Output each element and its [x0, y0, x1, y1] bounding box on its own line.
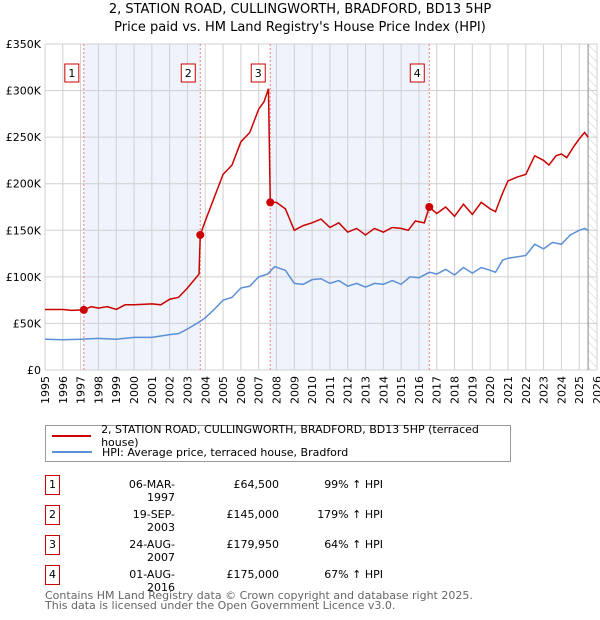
- x-tick-label: 2025: [573, 376, 586, 404]
- shaded-period: [83, 44, 201, 370]
- sale-label: 2: [185, 67, 192, 80]
- x-tick-label: 2002: [164, 376, 177, 404]
- forecast-hatch: [588, 44, 597, 370]
- x-tick-label: 2010: [306, 376, 319, 404]
- x-tick-label: 2016: [413, 376, 426, 404]
- x-tick-label: 2013: [360, 376, 373, 404]
- sale-point: [425, 203, 434, 211]
- x-tick-label: 2000: [128, 376, 141, 404]
- x-tick-label: 2024: [555, 376, 568, 404]
- legend-swatch-blue: [52, 451, 92, 453]
- sale-date: 19-SEP-2003: [132, 508, 175, 534]
- sale-marker: 1: [45, 475, 60, 495]
- y-tick-label: £50K: [13, 317, 42, 330]
- x-tick-label: 2008: [270, 376, 283, 404]
- x-tick-label: 2003: [181, 376, 194, 404]
- y-tick-label: £200K: [6, 178, 42, 191]
- sale-price: £175,000: [226, 568, 280, 581]
- sale-label-box: [250, 63, 266, 83]
- sale-label: 3: [255, 67, 262, 80]
- x-tick-label: 2004: [199, 376, 212, 404]
- sale-hpi: 99% ↑ HPI: [324, 478, 383, 491]
- sale-price: £64,500: [233, 478, 280, 491]
- sale-price: £179,950: [226, 538, 280, 551]
- chart-title: 2, STATION ROAD, CULLINGWORTH, BRADFORD,…: [108, 2, 492, 17]
- sale-point: [196, 230, 205, 239]
- legend-label-property: 2, STATION ROAD, CULLINGWORTH, BRADFORD,…: [101, 423, 479, 449]
- x-tick-label: 2026: [591, 376, 600, 404]
- sale-point: [266, 198, 275, 207]
- y-tick-label: £250K: [6, 131, 42, 144]
- x-tick-label: 2019: [466, 376, 479, 404]
- sale-label-box: [409, 63, 425, 83]
- legend-swatch-red: [52, 435, 92, 437]
- x-tick-label: 1997: [75, 376, 88, 404]
- x-tick-label: 2014: [377, 376, 390, 404]
- y-tick-label: £0: [27, 364, 41, 377]
- x-tick-label: 1999: [110, 376, 123, 404]
- footer-licence: This data is licensed under the Open Gov…: [45, 599, 396, 612]
- x-tick-label: 2007: [253, 376, 266, 404]
- legend-item-property: 2, STATION ROAD, CULLINGWORTH, BRADFORD,…: [52, 423, 510, 449]
- x-tick-label: 2001: [146, 376, 159, 404]
- x-tick-label: 2015: [395, 376, 408, 404]
- shaded-period: [270, 44, 430, 370]
- sale-marker: 3: [45, 535, 60, 555]
- x-tick-label: 2012: [342, 376, 355, 404]
- sale-label: 4: [414, 67, 421, 80]
- x-tick-label: 2005: [217, 376, 230, 404]
- property-price-line: [45, 88, 589, 312]
- line-chart: 1995 1996 1997 1998 1999 2000 2001 2002 2003 2004…: [6, 38, 600, 404]
- y-tick-label: £300K: [6, 85, 42, 98]
- y-tick-label: £100K: [6, 271, 42, 284]
- x-tick-label: 2017: [431, 376, 444, 404]
- sale-hpi: 67% ↑ HPI: [324, 568, 383, 581]
- sale-label-box: [180, 63, 196, 83]
- x-tick-label: 2018: [449, 376, 462, 404]
- sale-hpi: 64% ↑ HPI: [324, 538, 383, 551]
- legend-item-hpi: HPI: Average price, terraced house, Brad…: [52, 444, 348, 460]
- legend: 2, STATION ROAD, CULLINGWORTH, BRADFORD,…: [45, 423, 511, 462]
- y-tick-label: £150K: [6, 224, 42, 237]
- sale-date: 01-AUG-2016: [129, 568, 175, 594]
- footer-copyright: Contains HM Land Registry data © Crown c…: [45, 589, 473, 602]
- x-tick-label: 1995: [39, 376, 52, 404]
- x-tick-label: 2006: [235, 376, 248, 404]
- sale-label-box: [64, 63, 80, 83]
- legend-label-hpi: HPI: Average price, terraced house, Brad…: [102, 445, 349, 459]
- sale-marker: 4: [45, 565, 60, 585]
- sale-point: [79, 305, 88, 314]
- sale-marker: 2: [45, 505, 60, 525]
- x-tick-label: 1996: [57, 376, 70, 404]
- x-tick-label: 2022: [520, 376, 533, 404]
- chart-subtitle: Price paid vs. HM Land Registry's House …: [114, 20, 486, 35]
- x-tick-label: 2009: [288, 376, 301, 404]
- x-tick-label: 2021: [502, 376, 515, 404]
- sale-date: 06-MAR-1997: [128, 478, 175, 504]
- sale-label: 1: [68, 67, 75, 80]
- x-tick-label: 1998: [92, 376, 105, 404]
- x-tick-label: 2011: [324, 376, 337, 404]
- sale-hpi: 179% ↑ HPI: [317, 508, 383, 521]
- sale-date: 24-AUG-2007: [129, 538, 175, 564]
- sale-price: £145,000: [226, 508, 280, 521]
- y-tick-label: £350K: [6, 38, 42, 51]
- hpi-line: [44, 227, 589, 341]
- x-tick-label: 2020: [484, 376, 497, 404]
- x-tick-label: 2023: [538, 376, 551, 404]
